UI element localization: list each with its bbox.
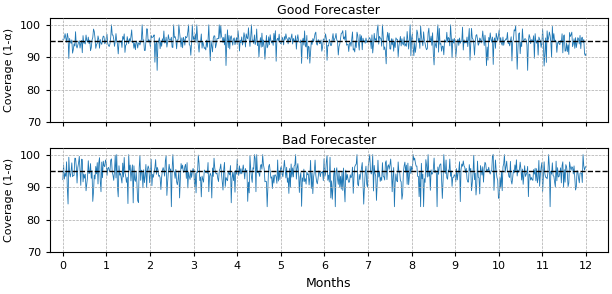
X-axis label: Months: Months — [306, 277, 351, 290]
Y-axis label: Coverage (1-α): Coverage (1-α) — [4, 28, 14, 112]
Title: Good Forecaster: Good Forecaster — [277, 4, 380, 17]
Y-axis label: Coverage (1-α): Coverage (1-α) — [4, 158, 14, 242]
Title: Bad Forecaster: Bad Forecaster — [282, 134, 376, 147]
